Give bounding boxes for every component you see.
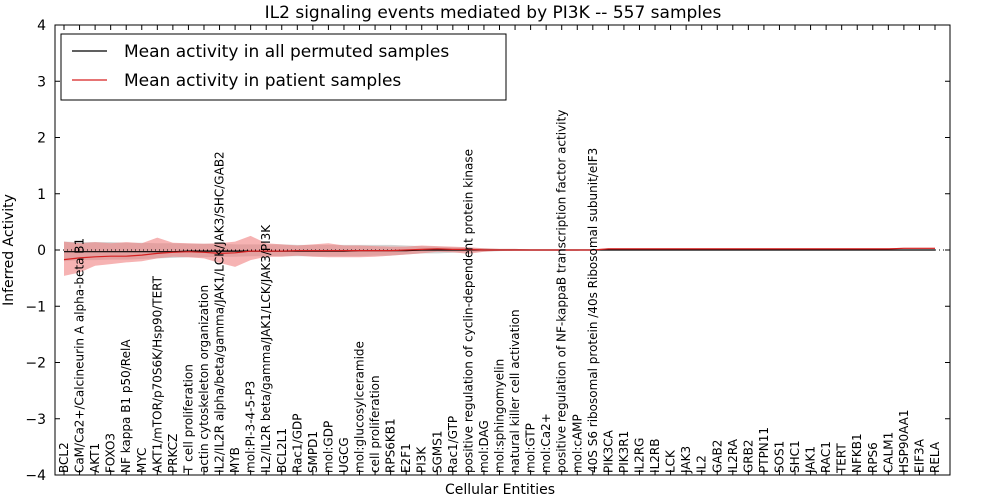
x-tick-label: MYC <box>135 448 149 473</box>
x-tick-label: PRKCZ <box>166 434 180 473</box>
x-axis-label: Cellular Entities <box>445 482 555 498</box>
x-tick-label: PI3K <box>415 446 429 473</box>
x-tick-label: RPS6KB1 <box>384 418 398 473</box>
x-tick-label: SMPD1 <box>306 431 320 473</box>
y-tick-label: 3 <box>37 74 46 90</box>
y-axis-label: Inferred Activity <box>1 194 17 306</box>
x-tick-label: CALM1 <box>881 432 895 473</box>
x-tick-label: positive regulation of NF-kappaB transcr… <box>555 110 569 473</box>
legend-label-patient: Mean activity in patient samples <box>124 71 401 91</box>
x-tick-label: SGMS1 <box>430 430 444 473</box>
x-tick-label: NF kappa B1 p50/RelA <box>119 339 133 473</box>
legend-label-permuted: Mean activity in all permuted samples <box>124 42 449 62</box>
x-tick-label: mol:sphingomyelin <box>493 359 507 473</box>
x-tick-label: PIK3R1 <box>617 431 631 473</box>
legend-box <box>60 33 507 101</box>
x-tick-label: Rac1/GTP <box>446 416 460 473</box>
y-axis-ticks: −4 −3 −2 −1 0 1 2 3 4 <box>25 18 950 484</box>
x-tick-label: IL2 <box>695 455 709 473</box>
x-tick-label: RELA <box>928 441 942 473</box>
x-tick-label: BCL2L1 <box>275 428 289 473</box>
x-tick-label: positive regulation of cyclin-dependent … <box>461 149 475 473</box>
y-tick-label: −2 <box>25 356 46 372</box>
series-lines <box>55 247 950 261</box>
x-tick-label: JAK3 <box>679 446 693 474</box>
x-tick-label: IL2/IL2R beta/gamma/JAK1/LCK/JAK3/PI3K <box>259 224 273 473</box>
y-tick-label: −4 <box>25 468 46 484</box>
x-tick-label: GRB2 <box>741 440 755 474</box>
x-tick-label: EIF3A <box>912 438 926 473</box>
x-tick-label: GAB2 <box>710 440 724 473</box>
x-tick-label: mol:Ca2+ <box>539 413 553 473</box>
x-tick-label: PTPN11 <box>757 427 771 473</box>
x-tick-label: PIK3CA <box>601 429 615 473</box>
x-tick-label: MYB <box>228 447 242 473</box>
x-tick-label: T cell proliferation <box>181 364 195 474</box>
x-tick-label: UGCG <box>337 437 351 473</box>
plot-frame <box>54 24 951 476</box>
legend: Mean activity in all permuted samples Me… <box>60 33 507 101</box>
x-tick-label: FOXO3 <box>104 433 118 473</box>
x-tick-label: IL2RG <box>633 438 647 474</box>
chart-title: IL2 signaling events mediated by PI3K --… <box>265 3 722 23</box>
x-tick-label: SHC1 <box>788 440 802 473</box>
x-tick-label: SOS1 <box>773 441 787 473</box>
x-tick-label: mol:PI-3-4-5-P3 <box>244 381 258 473</box>
x-tick-label: mol:glucosylceramide <box>353 341 367 473</box>
x-tick-label: IL2/IL2R alpha/beta/gamma/JAK1/LCK/JAK3/… <box>213 151 227 473</box>
x-tick-label: E2F1 <box>399 443 413 473</box>
x-tick-label: mol:GDP <box>321 421 335 473</box>
x-tick-label: RAC1 <box>819 441 833 473</box>
x-tick-label: 40S S6 ribosomal protein /40s Ribosomal … <box>586 148 600 473</box>
x-tick-label: cell proliferation <box>368 375 382 473</box>
x-tick-label: AKT1/mTOR/p70S6K/Hsp90/TERT <box>150 275 164 473</box>
y-tick-label: 2 <box>37 131 46 147</box>
x-axis-ticks: BCL2 CaM/Ca2+/Calcineurin A alpha-beta B1… <box>57 25 942 475</box>
y-tick-label: 0 <box>37 243 46 259</box>
x-tick-label: JAK1 <box>804 446 818 474</box>
x-tick-label: HSP90AA1 <box>897 409 911 473</box>
x-tick-label: Rac1/GDP <box>290 414 304 473</box>
x-tick-label: IL2RA <box>726 438 740 473</box>
x-tick-label: AKT1 <box>88 443 102 473</box>
x-tick-label: IL2RB <box>648 439 662 473</box>
patient-band <box>64 235 935 276</box>
x-tick-label: actin cytoskeleton organization <box>197 285 211 473</box>
y-tick-label: −1 <box>25 299 46 315</box>
x-tick-label: BCL2 <box>57 442 71 473</box>
y-tick-label: −3 <box>25 412 46 428</box>
x-tick-label: mol:DAG <box>477 420 491 473</box>
x-tick-label: mol:cAMP <box>570 414 584 473</box>
x-tick-label: RPS6 <box>866 442 880 473</box>
confidence-bands <box>64 235 935 276</box>
x-tick-label: CaM/Ca2+/Calcineurin A alpha-beta B1 <box>73 238 87 473</box>
x-tick-label: NFKB1 <box>850 433 864 473</box>
x-tick-label: mol:GTP <box>524 423 538 473</box>
y-tick-label: 1 <box>37 187 46 203</box>
x-tick-label: natural killer cell activation <box>508 309 522 473</box>
y-tick-label: 4 <box>37 18 46 34</box>
x-tick-label: TERT <box>835 443 849 474</box>
x-tick-label: LCK <box>664 449 678 473</box>
series-line-patient <box>63 247 935 261</box>
